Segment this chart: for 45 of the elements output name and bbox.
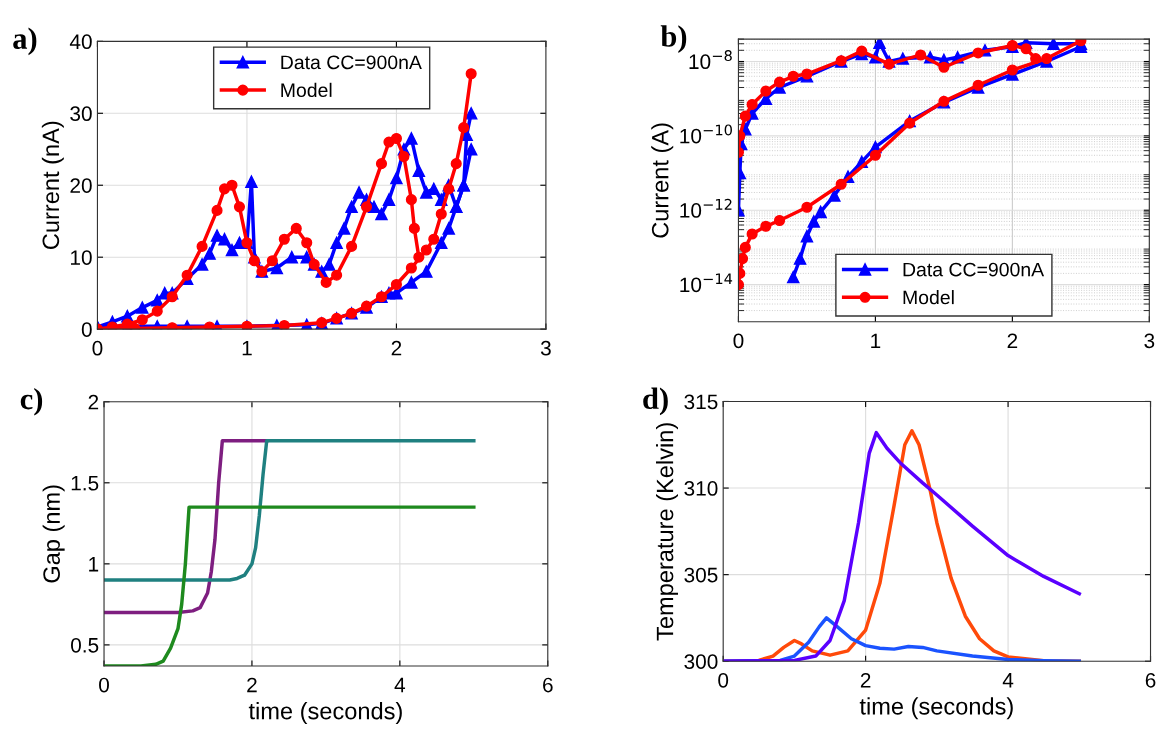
x-axis-title: time (seconds)	[248, 702, 402, 725]
x-tick-label: 2	[391, 340, 402, 356]
x-tick-label: 0	[99, 677, 109, 693]
x-tick-label: 3	[540, 340, 551, 356]
text: a)	[13, 27, 37, 56]
x-axis-title: time (seconds)	[859, 697, 1013, 720]
x-tick-label: 0	[733, 333, 744, 349]
x-tick-label: 3	[1144, 333, 1155, 349]
y-tick-label: 10	[71, 250, 92, 265]
y-tick-label: 20	[70, 178, 92, 193]
y-tick-label: 315	[684, 394, 718, 410]
y-tick-label: 10$^{−10}$	[680, 124, 732, 144]
legend-label: Model	[281, 82, 332, 98]
x-tick-label: 4	[1002, 673, 1014, 688]
y-tick-label: 300	[684, 654, 718, 669]
text: d)	[643, 387, 668, 416]
y-tick-label: 305	[684, 567, 718, 583]
text: b)	[660, 25, 687, 53]
y-axis-title: Gap (nm)	[42, 485, 65, 583]
y-tick-label: 2	[88, 394, 99, 410]
y-tick-label: 0	[81, 322, 92, 337]
legend-label: Model	[903, 290, 954, 305]
y-tick-label: 40	[69, 34, 92, 50]
y-axis-title: Current (A)	[651, 123, 674, 238]
legend-label: Data CC=900nA	[281, 55, 422, 70]
text: c)	[20, 387, 43, 416]
y-tick-label: 10$^{−12}$	[680, 198, 732, 218]
x-tick-label: 2	[860, 672, 871, 688]
y-axis-title: Current (nA)	[41, 121, 64, 249]
y-tick-label: 1.5	[71, 476, 99, 491]
x-tick-label: 1	[242, 341, 252, 356]
x-tick-label: 6	[543, 677, 553, 693]
legend-label: Data CC=900nA	[903, 262, 1045, 277]
x-tick-label: 4	[394, 677, 406, 693]
x-tick-label: 2	[1007, 333, 1018, 348]
y-tick-label: 1	[89, 557, 99, 572]
y-tick-label: 30	[70, 106, 92, 122]
y-tick-label: 310	[684, 481, 718, 496]
x-tick-label: 2	[247, 677, 257, 693]
y-tick-label: 10$^{−14}$	[680, 273, 733, 293]
x-tick-label: 6	[1145, 672, 1156, 688]
y-axis-title: Temperature (Kelvin)	[656, 423, 679, 641]
y-tick-label: 10$^{−8}$	[689, 50, 732, 70]
y-tick-label: 0.5	[71, 637, 99, 653]
x-tick-label: 1	[871, 333, 881, 348]
